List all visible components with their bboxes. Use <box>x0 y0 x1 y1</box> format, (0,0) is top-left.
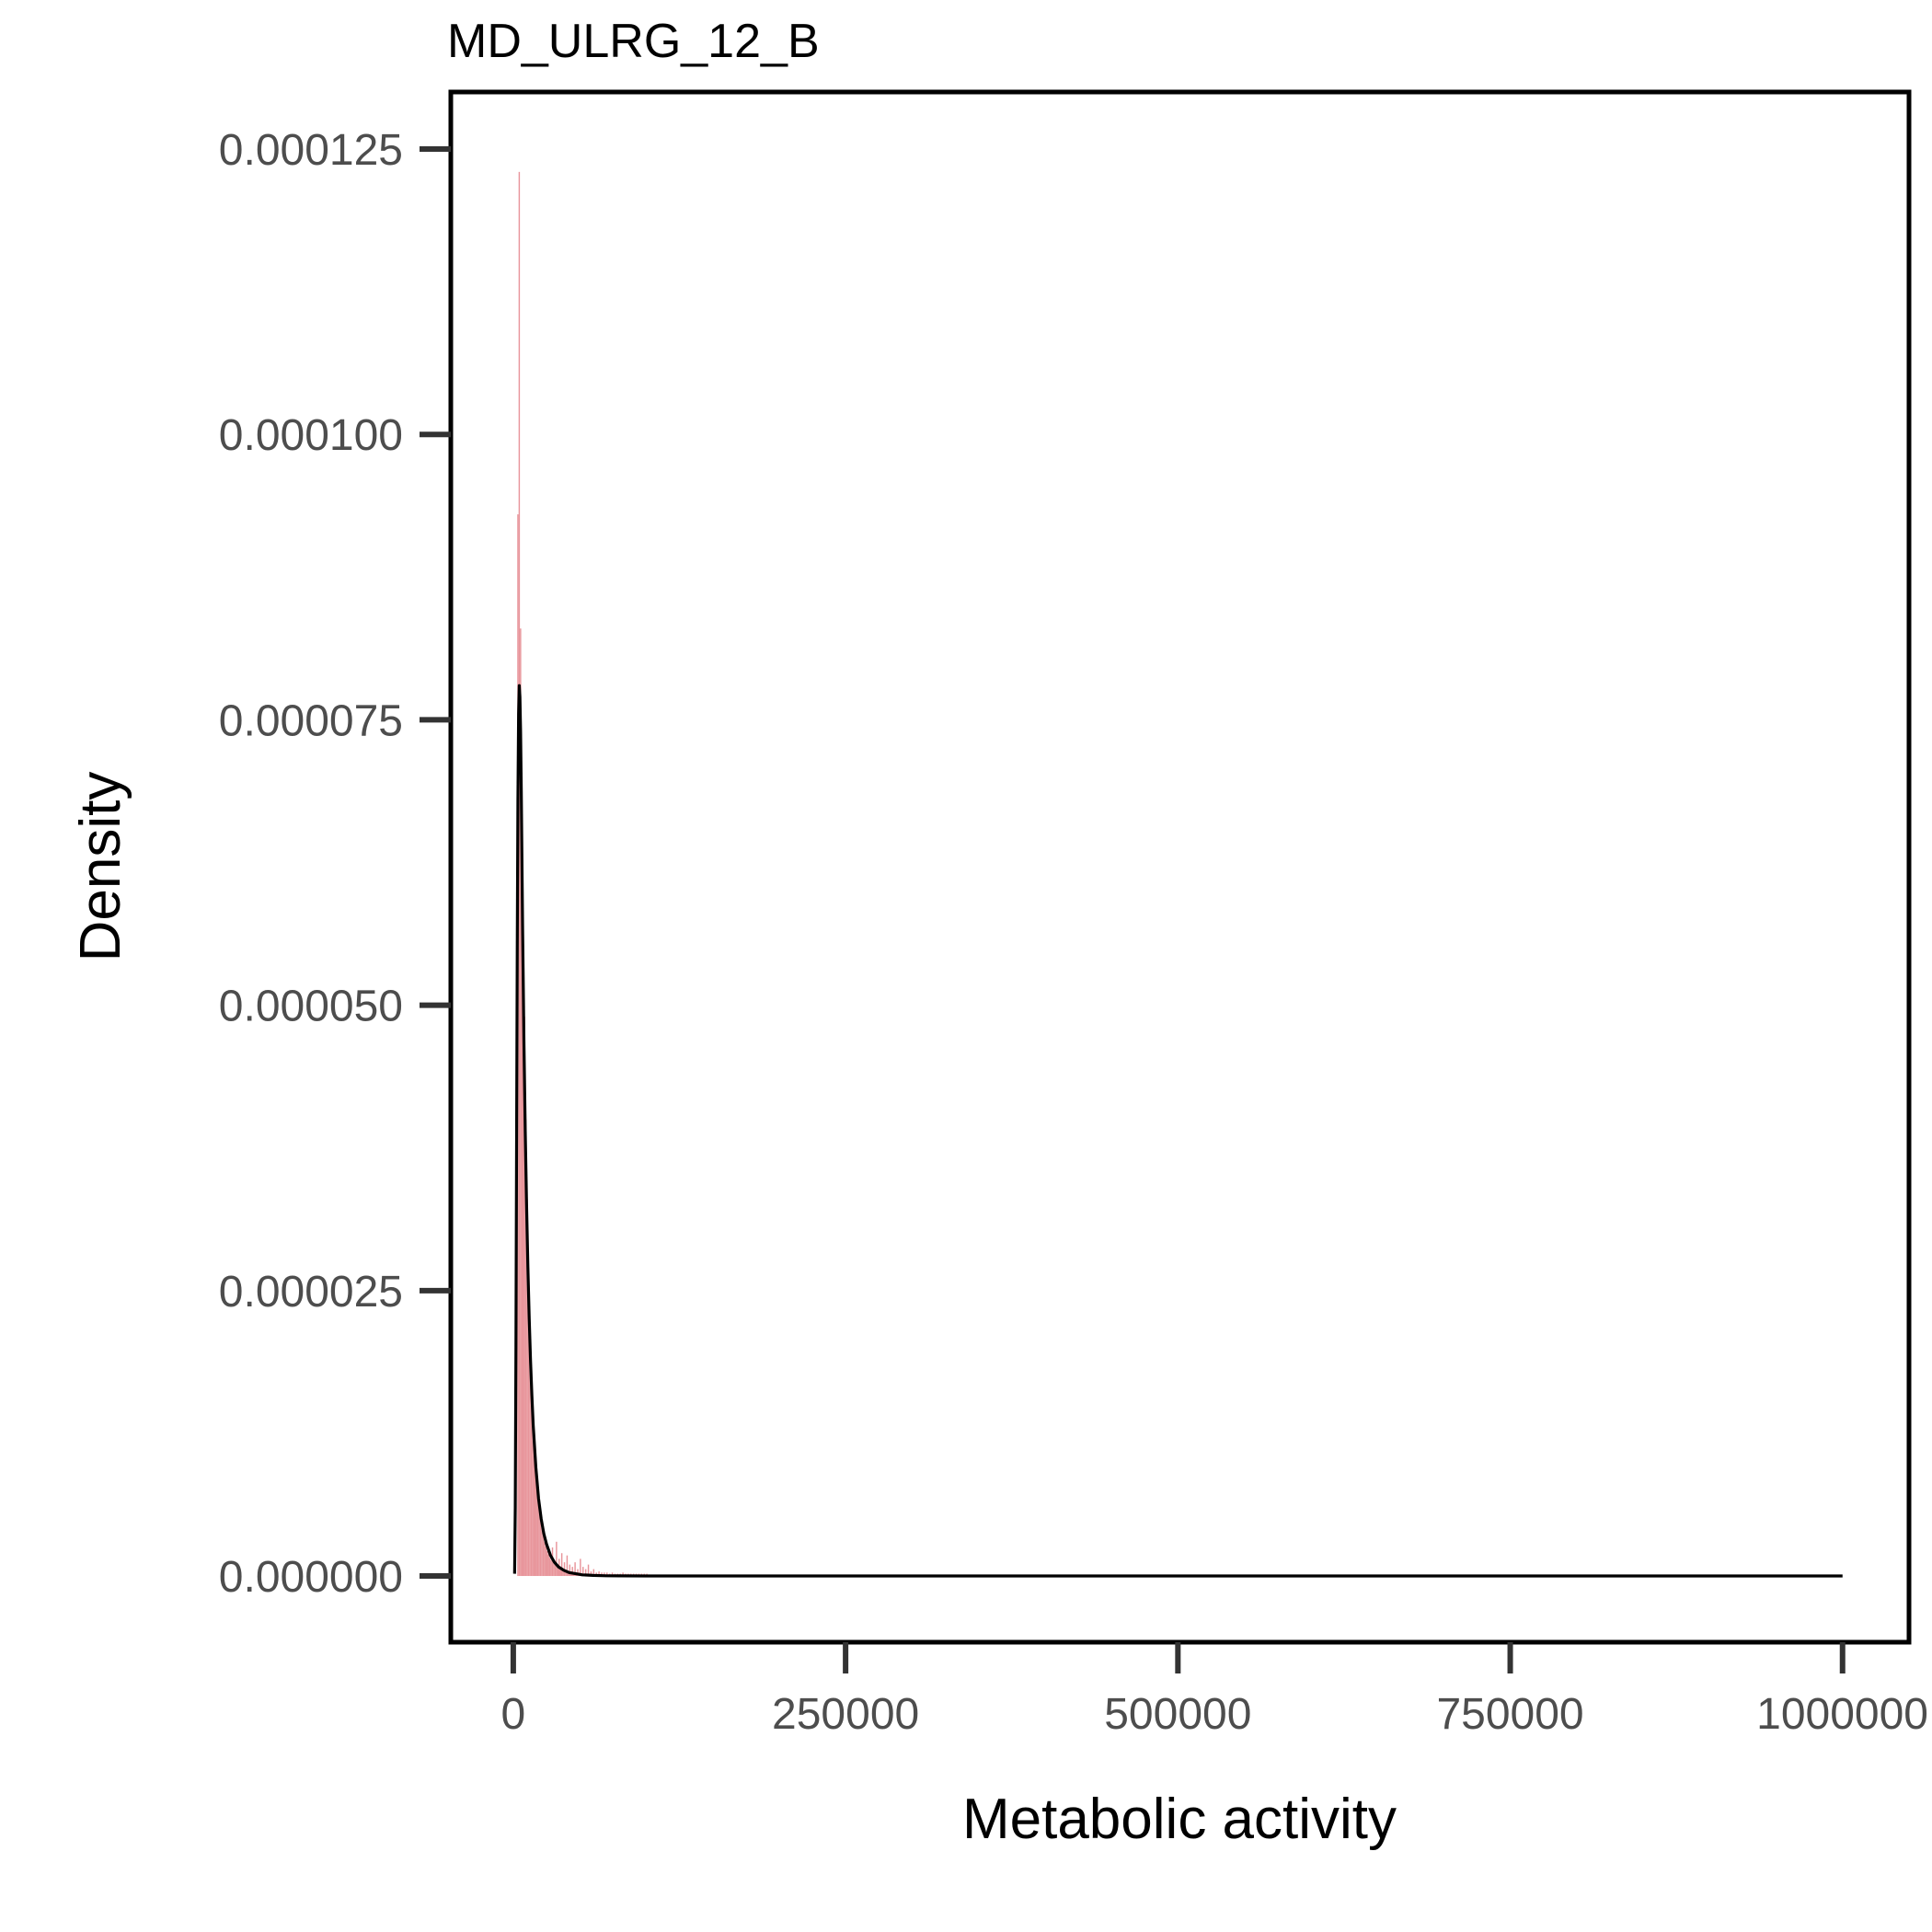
histogram-bar <box>524 1119 527 1577</box>
histogram-bar <box>550 1559 552 1577</box>
histogram-bar <box>547 1554 549 1577</box>
histogram-bar <box>544 1541 546 1577</box>
histogram-bar <box>554 1564 557 1577</box>
y-tick-label: 0.000075 <box>219 696 403 745</box>
histogram-bar <box>521 776 523 1577</box>
histogram-bar <box>539 1518 542 1577</box>
x-axis-label: Metabolic activity <box>962 1788 1397 1851</box>
histogram-bar <box>598 1571 600 1577</box>
y-tick-label: 0.000050 <box>219 983 403 1031</box>
x-tick-label: 250000 <box>772 1690 919 1739</box>
histogram-bar <box>520 628 522 1577</box>
histogram-bar <box>592 1569 595 1577</box>
histogram-bar <box>590 1571 592 1577</box>
y-tick-label: 0.000100 <box>219 411 403 460</box>
histogram-bar <box>518 171 521 1577</box>
x-axis: 0 250000 500000 750000 1000000 <box>501 1642 1928 1739</box>
histogram-bar <box>582 1567 584 1577</box>
density-curve-line <box>512 684 1843 1578</box>
histogram-bar <box>587 1564 590 1577</box>
histogram-bar <box>533 1439 535 1577</box>
histogram-bar <box>526 1199 528 1577</box>
histogram-bar <box>527 1268 530 1577</box>
y-tick-label: 0.000025 <box>219 1268 403 1317</box>
y-tick-label: 0.000000 <box>219 1553 403 1602</box>
histogram-bar <box>546 1550 548 1577</box>
histogram-bar <box>542 1535 545 1577</box>
histogram-bar <box>553 1562 555 1577</box>
histogram-bar <box>584 1569 587 1577</box>
histogram-bar <box>538 1507 540 1577</box>
histogram-bar <box>535 1478 537 1577</box>
histogram-bar <box>536 1496 539 1577</box>
histogram-bar <box>532 1404 534 1577</box>
histogram-bar <box>559 1568 561 1577</box>
x-tick-label: 750000 <box>1436 1690 1583 1739</box>
histogram-bar <box>548 1558 551 1577</box>
histogram-bar <box>530 1370 533 1577</box>
histogram-bar <box>574 1562 576 1577</box>
histogram-bar <box>566 1555 569 1577</box>
y-axis: 0.000000 0.000025 0.000050 0.000075 0.000100… <box>219 126 451 1602</box>
histogram-bar <box>622 1572 624 1577</box>
histogram-bar <box>611 1572 614 1577</box>
x-tick-label: 0 <box>501 1690 526 1739</box>
chart-title: MD_ULRG_12_B <box>447 15 820 68</box>
histogram-bar <box>556 1541 558 1577</box>
histogram-bar <box>569 1564 571 1577</box>
histogram-bar <box>541 1527 543 1577</box>
y-axis-label: Density <box>69 772 132 962</box>
histogram-bar <box>560 1553 563 1577</box>
histogram-bar <box>523 1017 525 1577</box>
x-tick-label: 1000000 <box>1756 1690 1928 1739</box>
histogram-bar <box>606 1572 608 1577</box>
histogram-bar <box>571 1567 573 1577</box>
histogram-bar <box>562 1569 564 1577</box>
x-tick-label: 500000 <box>1104 1690 1251 1739</box>
histogram-bar <box>529 1325 531 1577</box>
histogram-bar <box>580 1558 581 1577</box>
histogram-bar <box>565 1570 567 1577</box>
y-tick-label: 0.000125 <box>219 126 403 175</box>
